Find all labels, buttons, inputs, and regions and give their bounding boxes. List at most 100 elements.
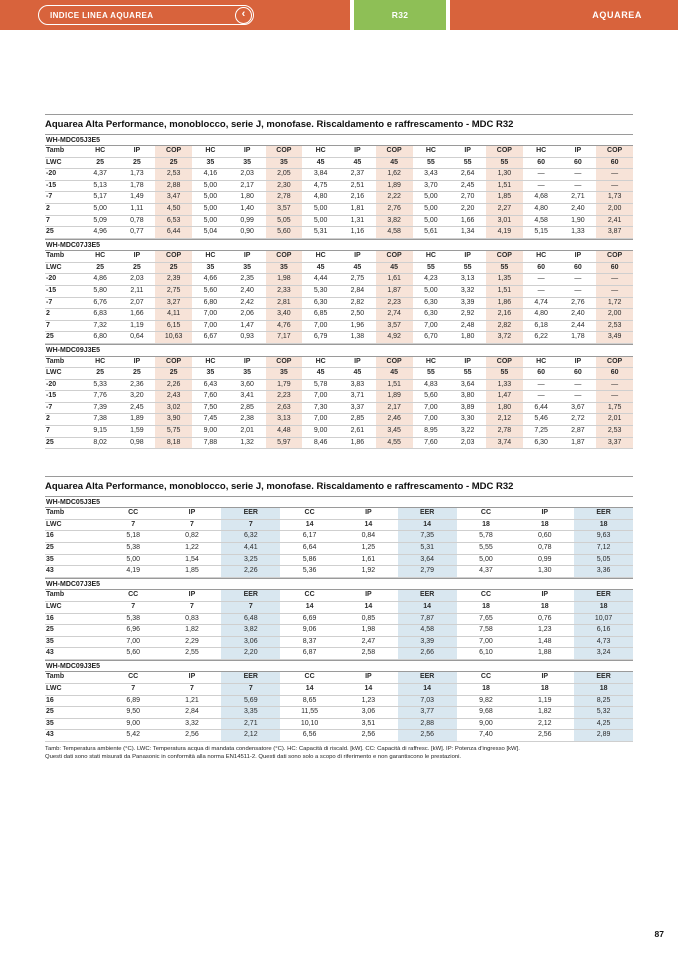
table-row: 25 6,80 0,64 10,63 6,67 0,93 7,17 6,79 1,38 4,92 6… — [45, 331, 633, 344]
header-cell: 45 — [302, 157, 339, 170]
header-cell: COP — [155, 251, 192, 263]
header-cell: 7 — [162, 519, 222, 532]
data-cell: 3,35 — [221, 706, 281, 719]
data-cell: 7,00 — [412, 402, 450, 415]
header-cell: 45 — [375, 262, 413, 275]
data-cell: 3,39 — [449, 297, 486, 310]
table-row: 2 7,38 1,89 3,90 7,45 2,38 3,13 7,00 2,85 2,46 7,0… — [45, 413, 633, 427]
data-cell: 4,44 — [302, 273, 339, 287]
data-cell: 1,98 — [338, 624, 398, 637]
data-cell: 6,80 — [81, 331, 119, 344]
model-label: WH-MDC05J3E5 — [45, 495, 633, 509]
data-cell: 8,18 — [155, 437, 192, 450]
data-cell: 3,87 — [596, 226, 633, 239]
data-cell: 2,12 — [486, 413, 523, 427]
table-row: -15 5,13 1,78 2,88 5,00 2,17 2,30 4,75 2,51 1,89 3… — [45, 180, 633, 193]
table-row: 25 4,96 0,77 6,44 5,04 0,90 5,60 5,31 1,16 4,58 5,… — [45, 226, 633, 239]
header-cell: IP — [515, 508, 575, 520]
header-cell: 55 — [449, 262, 486, 275]
header-cell: 18 — [515, 683, 575, 696]
data-cell: 0,60 — [515, 530, 575, 544]
header-cell: CC — [456, 508, 516, 520]
header-cell: 14 — [280, 601, 339, 614]
header-cell: CC — [456, 590, 516, 602]
header-cell: CC — [103, 590, 163, 602]
data-cell: 5,30 — [302, 285, 339, 298]
data-cell: 9,00 — [302, 425, 339, 438]
header-cell: IP — [515, 672, 575, 684]
data-cell: 3,47 — [155, 191, 192, 204]
data-cell: 3,40 — [265, 308, 303, 321]
table-row: -7 7,39 2,45 3,02 7,50 2,85 2,63 7,30 3,37 2,17 7,… — [45, 402, 633, 415]
index-linea-aquarea-button[interactable]: INDICE LINEA AQUAREA ‹ — [38, 5, 254, 25]
data-cell: 2,23 — [265, 390, 303, 403]
header-cell: 18 — [574, 601, 633, 614]
header-cell: 14 — [397, 519, 457, 532]
data-cell: 2,56 — [397, 729, 457, 742]
data-cell: 3,02 — [155, 402, 192, 415]
data-cell: 0,99 — [515, 554, 575, 567]
data-cell: 11,55 — [280, 706, 339, 719]
data-cell: 2,88 — [155, 180, 192, 193]
data-cell: 5,00 — [302, 215, 339, 228]
data-cell: 3,90 — [155, 413, 192, 427]
data-cell: 7,60 — [192, 390, 229, 403]
table-row: 25 5,38 1,22 4,41 6,64 1,25 5,31 5,55 0,78 7,12 — [45, 542, 633, 555]
data-cell: 1,89 — [375, 180, 413, 193]
data-cell: 1,98 — [265, 273, 303, 287]
data-cell: 0,78 — [118, 215, 156, 228]
header-cell: IP — [338, 672, 398, 684]
header-cell: 7 — [221, 601, 281, 614]
data-cell: 5,80 — [81, 285, 119, 298]
data-cell: 2,89 — [574, 729, 633, 742]
model-label: WH-MDC09J3E5 — [45, 659, 633, 673]
header-cell: 55 — [412, 262, 450, 275]
data-cell: 1,25 — [338, 542, 398, 555]
header-cell: 35 — [192, 367, 229, 380]
data-cell: 2,44 — [559, 320, 597, 333]
data-cell: 2,87 — [559, 425, 597, 438]
data-cell: 2,84 — [162, 706, 222, 719]
r32-badge: R32 — [350, 0, 450, 30]
data-cell: 9,82 — [456, 695, 516, 708]
data-cell: 2,66 — [397, 647, 457, 660]
data-cell: 9,63 — [574, 530, 633, 544]
model-label: WH-MDC07J3E5 — [45, 577, 633, 591]
data-cell: 2,72 — [559, 413, 597, 427]
data-cell: 2,30 — [265, 180, 303, 193]
table-row: 43 5,42 2,56 2,12 6,56 2,56 2,56 7,40 2,56 2,89 — [45, 729, 633, 742]
header-cell: 25 — [81, 157, 119, 170]
header-cell: EER — [574, 672, 633, 684]
index-button-label: INDICE LINEA AQUAREA — [50, 10, 154, 20]
data-cell: 5,60 — [265, 226, 303, 239]
data-cell: 4,80 — [522, 308, 560, 321]
data-cell: 6,30 — [522, 437, 560, 450]
data-cell: 7,40 — [456, 729, 516, 742]
performance-table: Tamb CC IP EER CC IP EER CC IP EER LWC 7 7 7 14 14 14 18 1… — [45, 508, 633, 578]
footnote-line-2: Questi dati sono stati misurati da Panas… — [45, 753, 462, 760]
data-cell: 3,22 — [449, 425, 486, 438]
data-cell: 5,00 — [412, 215, 450, 228]
data-cell: — — [596, 390, 633, 403]
data-cell: 8,02 — [81, 437, 119, 450]
data-cell: 3,13 — [265, 413, 303, 427]
data-cell: 1,49 — [118, 191, 156, 204]
data-cell: 25 — [45, 542, 104, 555]
header-cell: HC — [81, 146, 119, 158]
data-cell: 2,01 — [228, 425, 266, 438]
data-cell: 5,00 — [412, 191, 450, 204]
data-cell: 5,00 — [192, 215, 229, 228]
header-cell: COP — [265, 251, 303, 263]
header-cell: COP — [375, 251, 413, 263]
header-cell: 60 — [596, 262, 633, 275]
data-cell: 3,51 — [338, 718, 398, 731]
data-cell: — — [522, 285, 560, 298]
data-cell: 0,78 — [515, 542, 575, 555]
data-cell: 4,25 — [574, 718, 633, 731]
data-cell: 3,41 — [228, 390, 266, 403]
performance-table: Tamb HC IP COP HC IP COP HC IP COP HC IP COP HC IP COP L… — [45, 146, 633, 239]
data-cell: -7 — [45, 191, 82, 204]
data-cell: 3,06 — [221, 636, 281, 649]
data-cell: 35 — [45, 636, 104, 649]
data-cell: 5,38 — [103, 613, 163, 626]
